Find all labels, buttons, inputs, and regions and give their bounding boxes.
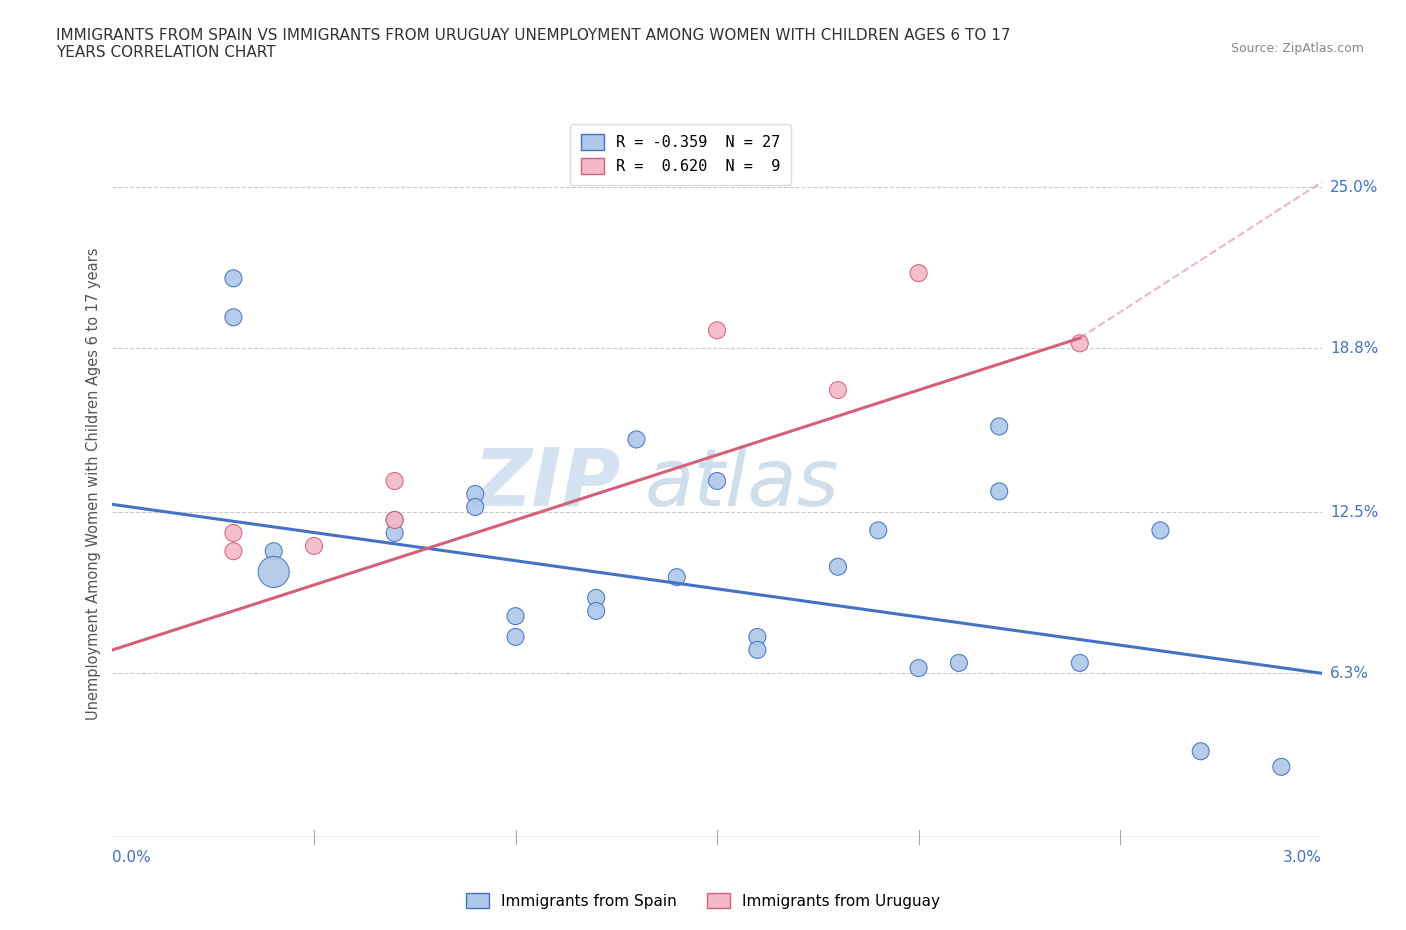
Text: 6.3%: 6.3% bbox=[1330, 666, 1369, 681]
Point bbox=[988, 484, 1011, 498]
Text: 3.0%: 3.0% bbox=[1282, 850, 1322, 865]
Legend: R = -0.359  N = 27, R =  0.620  N =  9: R = -0.359 N = 27, R = 0.620 N = 9 bbox=[571, 124, 792, 185]
Point bbox=[1069, 336, 1091, 351]
Point bbox=[585, 591, 607, 605]
Point bbox=[384, 473, 406, 488]
Text: ZIP: ZIP bbox=[472, 445, 620, 523]
Point bbox=[263, 544, 285, 559]
Point bbox=[1149, 523, 1171, 538]
Point bbox=[907, 266, 929, 281]
Text: 0.0%: 0.0% bbox=[112, 850, 152, 865]
Y-axis label: Unemployment Among Women with Children Ages 6 to 17 years: Unemployment Among Women with Children A… bbox=[86, 247, 101, 720]
Text: 25.0%: 25.0% bbox=[1330, 179, 1378, 195]
Point bbox=[827, 382, 849, 397]
Point bbox=[1069, 656, 1091, 671]
Point bbox=[585, 604, 607, 618]
Text: IMMIGRANTS FROM SPAIN VS IMMIGRANTS FROM URUGUAY UNEMPLOYMENT AMONG WOMEN WITH C: IMMIGRANTS FROM SPAIN VS IMMIGRANTS FROM… bbox=[56, 28, 1011, 60]
Point bbox=[222, 525, 245, 540]
Text: atlas: atlas bbox=[644, 445, 839, 523]
Point bbox=[505, 609, 527, 624]
Point bbox=[868, 523, 890, 538]
Point bbox=[222, 310, 245, 325]
Point bbox=[948, 656, 970, 671]
Text: 18.8%: 18.8% bbox=[1330, 341, 1378, 356]
Point bbox=[827, 559, 849, 574]
Point bbox=[747, 643, 769, 658]
Point bbox=[384, 512, 406, 527]
Text: 12.5%: 12.5% bbox=[1330, 505, 1378, 520]
Point bbox=[302, 538, 325, 553]
Point bbox=[1270, 760, 1292, 775]
Point bbox=[706, 323, 728, 338]
Point bbox=[222, 271, 245, 286]
Point bbox=[907, 660, 929, 675]
Point bbox=[222, 544, 245, 559]
Point bbox=[747, 630, 769, 644]
Point bbox=[263, 565, 285, 579]
Point bbox=[1189, 744, 1212, 759]
Point bbox=[505, 630, 527, 644]
Point bbox=[988, 419, 1011, 434]
Text: Source: ZipAtlas.com: Source: ZipAtlas.com bbox=[1230, 42, 1364, 55]
Point bbox=[464, 486, 486, 501]
Point bbox=[665, 570, 688, 585]
Point bbox=[464, 499, 486, 514]
Point bbox=[384, 512, 406, 527]
Point bbox=[626, 432, 648, 447]
Point bbox=[706, 473, 728, 488]
Legend: Immigrants from Spain, Immigrants from Uruguay: Immigrants from Spain, Immigrants from U… bbox=[457, 884, 949, 918]
Point bbox=[384, 525, 406, 540]
